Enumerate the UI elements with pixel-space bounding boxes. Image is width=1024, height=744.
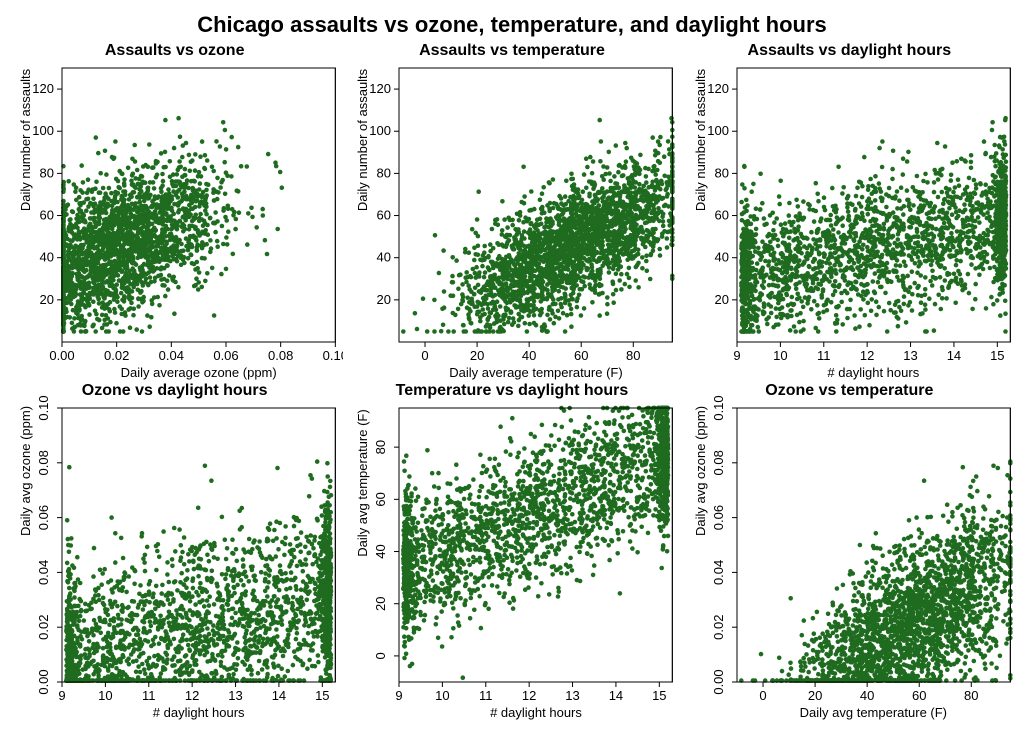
svg-text:20: 20 (470, 348, 484, 363)
svg-text:0.00: 0.00 (49, 348, 74, 363)
panel-title: Ozone vs temperature (681, 382, 1018, 400)
svg-text:20: 20 (40, 292, 54, 307)
y-axis-label: Daily number of assaults (18, 3, 33, 277)
svg-text:80: 80 (626, 348, 640, 363)
panel-title: Assaults vs temperature (343, 42, 680, 60)
scatter-panel: Assaults vs temperature 0 20 40 60 80 20 40 60 80… (343, 42, 680, 382)
scatter-plot: 0.00 0.02 0.04 0.06 0.08 0.10 20 40 60 80 100 120 (6, 42, 343, 382)
svg-text:120: 120 (32, 81, 54, 96)
scatter-panel: Ozone vs temperature0204060800.000.020.0… (681, 382, 1018, 722)
svg-text:60: 60 (574, 348, 588, 363)
y-axis-label: Daily avg ozone (ppm) (18, 334, 33, 608)
scatter-plot: 910111213141520406080100120 (681, 42, 1018, 382)
x-axis-label: Daily average temperature (F) (399, 365, 672, 380)
scatter-panel: Temperature vs daylight hours91011121314… (343, 382, 680, 722)
panel-grid: Assaults vs ozone 0.00 0.02 0.04 0.06 0.08 0.1… (0, 42, 1024, 722)
x-axis-label: Daily average ozone (ppm) (62, 365, 335, 380)
y-axis-label: Daily number of assaults (693, 3, 708, 277)
scatter-panel: Assaults vs ozone 0.00 0.02 0.04 0.06 0.08 0.1… (6, 42, 343, 382)
scatter-panel: Ozone vs daylight hours91011121314150.00… (6, 382, 343, 722)
y-axis-label: Daily avg ozone (ppm) (693, 334, 708, 608)
svg-text:0: 0 (422, 348, 429, 363)
svg-text:40: 40 (377, 250, 391, 265)
y-axis-label: Daily avg temperature (F) (355, 346, 370, 620)
scatter-plot: 9101112131415020406080 (343, 382, 680, 722)
panel-title: Temperature vs daylight hours (343, 382, 680, 400)
svg-text:20: 20 (377, 292, 391, 307)
svg-text:60: 60 (40, 208, 54, 223)
svg-text:80: 80 (40, 165, 54, 180)
svg-text:100: 100 (32, 123, 54, 138)
svg-text:60: 60 (377, 208, 391, 223)
svg-text:0.06: 0.06 (213, 348, 238, 363)
svg-text:120: 120 (370, 81, 392, 96)
x-axis-label: # daylight hours (399, 705, 672, 720)
svg-text:0.02: 0.02 (104, 348, 129, 363)
svg-text:40: 40 (522, 348, 536, 363)
svg-text:0.08: 0.08 (268, 348, 293, 363)
scatter-plot: 0 20 40 60 80 20 40 60 80 100 120 (343, 42, 680, 382)
page-title: Chicago assaults vs ozone, temperature, … (0, 0, 1024, 42)
svg-text:0.04: 0.04 (159, 348, 184, 363)
y-axis-label: Daily number of assaults (355, 3, 370, 277)
scatter-panel: Assaults vs daylight hours91011121314152… (681, 42, 1018, 382)
svg-text:100: 100 (370, 123, 392, 138)
panel-title: Assaults vs daylight hours (681, 42, 1018, 60)
x-axis-label: # daylight hours (62, 705, 335, 720)
x-axis-label: Daily avg temperature (F) (737, 705, 1010, 720)
x-axis-label: # daylight hours (737, 365, 1010, 380)
scatter-plot: 0204060800.000.020.040.060.080.10 (681, 382, 1018, 722)
panel-title: Assaults vs ozone (6, 42, 343, 60)
panel-title: Ozone vs daylight hours (6, 382, 343, 400)
svg-text:40: 40 (40, 250, 54, 265)
scatter-plot: 91011121314150.000.020.040.060.080.10 (6, 382, 343, 722)
svg-text:0.10: 0.10 (323, 348, 344, 363)
svg-text:80: 80 (377, 165, 391, 180)
